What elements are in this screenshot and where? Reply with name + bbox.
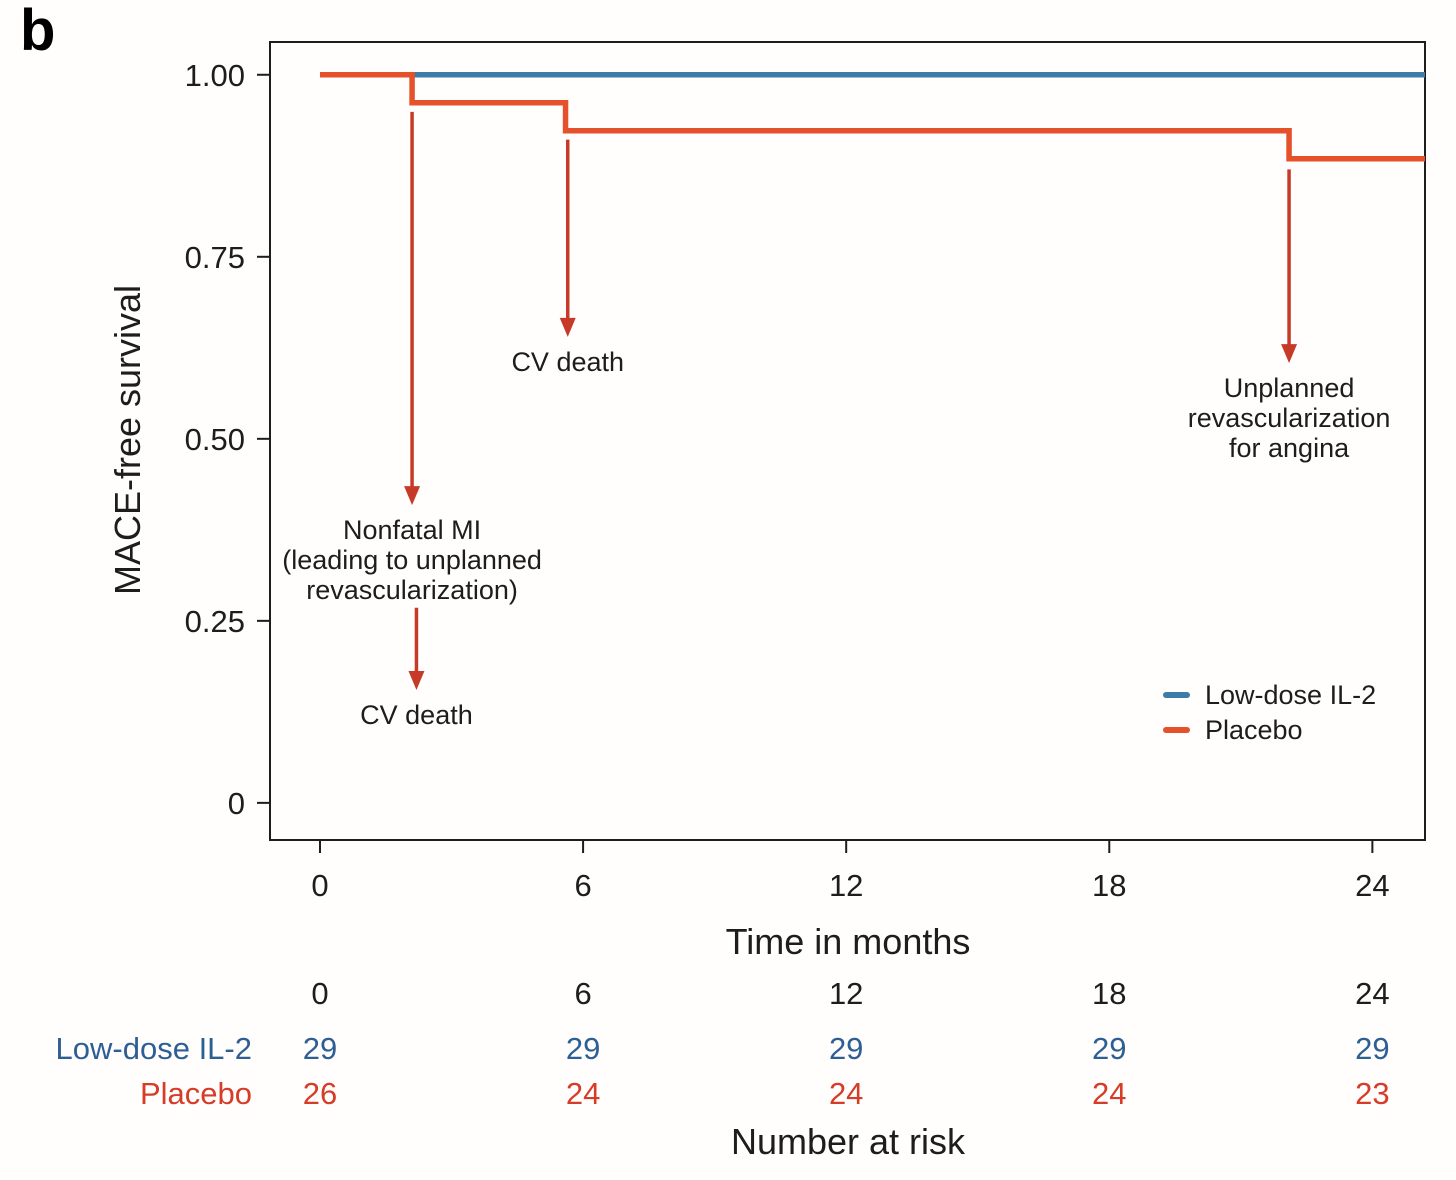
legend: Low-dose IL-2 Placebo [1163,679,1377,745]
legend-label-placebo: Placebo [1205,714,1303,745]
risk-value: 24 [829,1076,863,1111]
annotation-text: CV death [360,700,473,730]
x-tick-label: 12 [829,868,863,903]
annotation-arrow-head [404,486,421,506]
risk-value: 29 [829,1031,863,1066]
x-axis-title: Time in months [725,921,971,962]
legend-item-low-dose-il2: Low-dose IL-2 [1163,679,1377,710]
x-tick-label: 18 [1092,868,1126,903]
y-tick-label: 0 [228,786,245,821]
annotation-arrow-head [1281,344,1298,364]
risk-value: 29 [1092,1031,1126,1066]
risk-table-title: Number at risk [730,1121,966,1162]
risk-column-header: 24 [1355,976,1389,1011]
risk-value: 26 [303,1076,337,1111]
panel-label: b [20,0,56,63]
annotation-text: Nonfatal MI [343,515,481,545]
legend-swatch-il2 [1163,692,1190,698]
legend-label-il2: Low-dose IL-2 [1205,679,1377,710]
annotation-text: revascularization [1188,403,1391,433]
y-axis-title: MACE-free survival [107,284,148,596]
annotation-text: CV death [511,347,624,377]
risk-column-header: 12 [829,976,863,1011]
annotation-arrow-head [408,671,425,691]
y-tick-label: 0.75 [185,240,245,275]
risk-value: 29 [1355,1031,1389,1066]
x-tick-label: 24 [1355,868,1389,903]
annotation-text: (leading to unplanned [282,545,542,575]
risk-row-label: Placebo [140,1076,252,1111]
y-tick-label: 1.00 [185,58,245,93]
risk-column-header: 6 [574,976,591,1011]
plot-border [269,41,1426,841]
annotation-text: revascularization) [306,575,518,605]
risk-column-header: 18 [1092,976,1126,1011]
annotation-arrow-head [559,317,576,337]
y-tick-label: 0.50 [185,422,245,457]
risk-value: 29 [566,1031,600,1066]
series-line-placebo [319,72,1425,162]
x-tick-label: 6 [574,868,591,903]
x-tick-label: 0 [311,868,328,903]
annotation-text: Unplanned [1224,373,1355,403]
risk-value: 24 [1092,1076,1126,1111]
risk-row-label: Low-dose IL-2 [56,1031,252,1066]
risk-value: 24 [566,1076,600,1111]
y-tick-label: 0.25 [185,604,245,639]
risk-value: 29 [303,1031,337,1066]
risk-value: 23 [1355,1076,1389,1111]
legend-item-placebo: Placebo [1163,714,1376,745]
annotation-text: for angina [1229,433,1350,463]
risk-column-header: 0 [311,976,328,1011]
legend-swatch-placebo [1163,727,1190,733]
